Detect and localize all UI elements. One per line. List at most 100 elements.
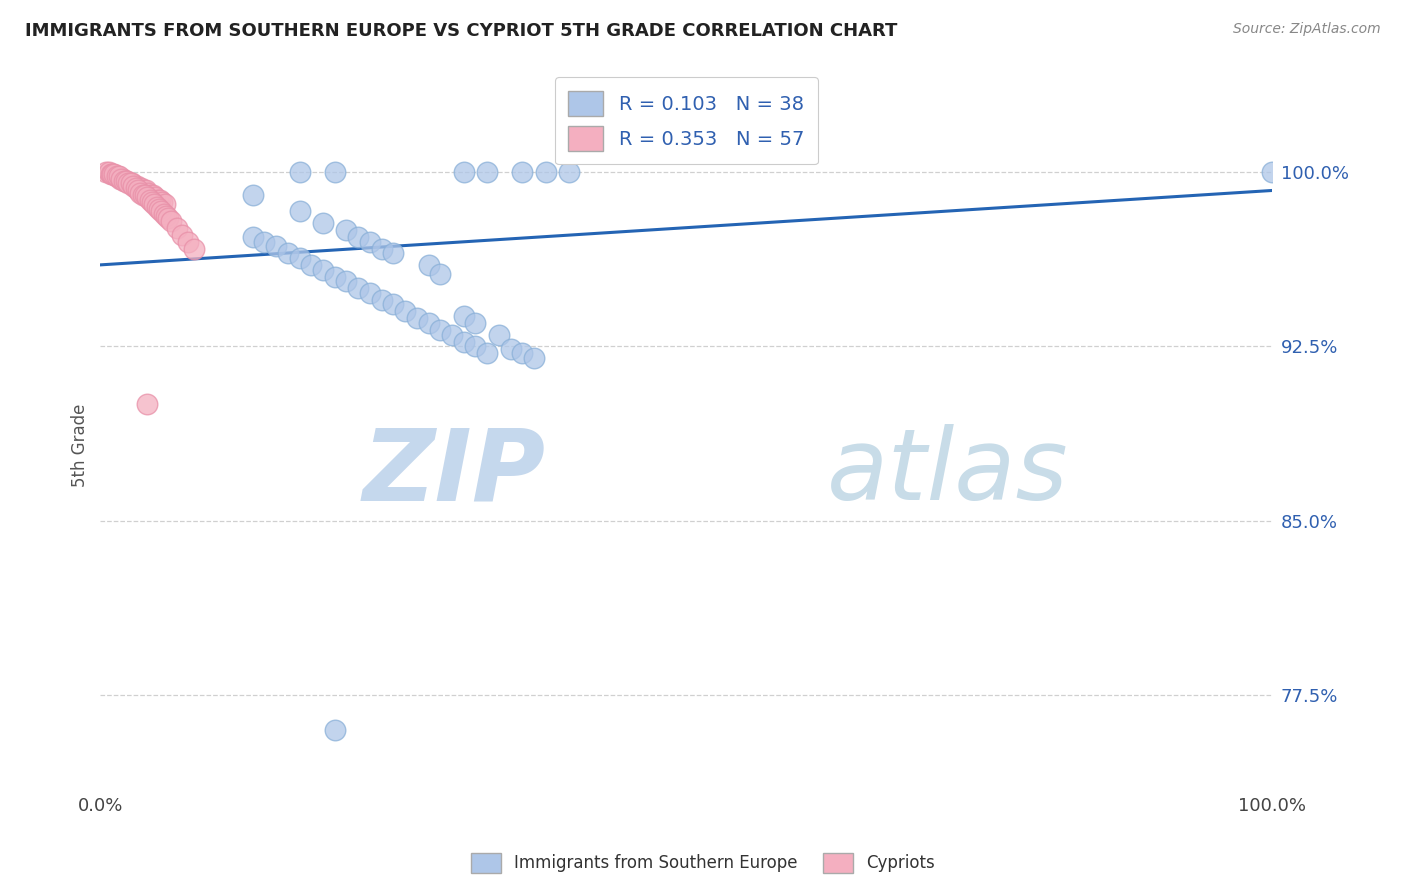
Point (135, 184, 157, 198)
Point (153, 197, 176, 211)
Point (440, 327, 463, 342)
Point (103, 167, 125, 181)
Point (104, 169, 127, 184)
Point (105, 169, 128, 184)
Point (114, 174, 136, 188)
Point (145, 190, 167, 204)
Point (110, 171, 132, 186)
Point (121, 177, 143, 191)
Point (146, 193, 169, 207)
Point (418, 258, 440, 272)
Point (347, 230, 370, 244)
Legend: Immigrants from Southern Europe, Cypriots: Immigrants from Southern Europe, Cypriot… (464, 847, 942, 880)
Text: Source: ZipAtlas.com: Source: ZipAtlas.com (1233, 22, 1381, 37)
Point (141, 195, 163, 210)
Point (370, 242, 392, 256)
Point (122, 178, 145, 193)
Point (264, 239, 287, 253)
Point (464, 339, 486, 353)
Point (499, 342, 522, 356)
Point (382, 297, 405, 311)
Point (166, 220, 188, 235)
Point (107, 169, 129, 184)
Point (523, 351, 546, 365)
Point (1261, 165, 1284, 179)
Point (335, 274, 357, 288)
Point (132, 184, 155, 198)
Point (277, 246, 299, 260)
Point (453, 309, 475, 323)
Point (118, 177, 141, 191)
Point (117, 177, 139, 191)
Point (558, 165, 581, 179)
Point (312, 262, 335, 277)
Point (394, 304, 416, 318)
Point (253, 235, 276, 249)
Point (145, 200, 167, 214)
Point (152, 195, 174, 210)
Point (288, 165, 311, 179)
Point (138, 186, 160, 200)
Point (475, 165, 498, 179)
Text: ZIP: ZIP (363, 424, 546, 521)
Point (242, 230, 264, 244)
Y-axis label: 5th Grade: 5th Grade (72, 403, 89, 487)
Point (323, 269, 346, 284)
Point (148, 202, 170, 216)
Point (312, 216, 335, 230)
Point (150, 204, 173, 219)
Point (97, 165, 120, 179)
Point (453, 334, 475, 349)
Point (323, 723, 346, 737)
Point (136, 397, 159, 411)
Point (128, 181, 150, 195)
Point (117, 174, 139, 188)
Point (157, 211, 180, 226)
Point (382, 246, 405, 260)
Point (359, 235, 381, 249)
Point (453, 165, 475, 179)
Point (510, 165, 533, 179)
Point (288, 204, 311, 219)
Point (134, 188, 156, 202)
Point (152, 207, 174, 221)
Point (288, 251, 311, 265)
Point (464, 316, 486, 330)
Point (115, 174, 138, 188)
Point (183, 242, 205, 256)
Point (323, 165, 346, 179)
Point (111, 171, 134, 186)
Point (299, 258, 322, 272)
Point (155, 209, 177, 223)
Point (488, 327, 510, 342)
Text: atlas: atlas (827, 424, 1069, 521)
Point (120, 177, 142, 191)
Point (139, 188, 162, 202)
Point (335, 223, 357, 237)
Point (112, 174, 135, 188)
Point (405, 311, 427, 326)
Point (131, 188, 153, 202)
Point (108, 169, 131, 184)
Point (103, 167, 125, 181)
Point (131, 181, 153, 195)
Point (124, 181, 146, 195)
Point (101, 167, 124, 181)
Point (429, 267, 451, 281)
Point (149, 193, 172, 207)
Point (159, 213, 181, 227)
Point (418, 316, 440, 330)
Legend: R = 0.103   N = 38, R = 0.353   N = 57: R = 0.103 N = 38, R = 0.353 N = 57 (555, 78, 818, 164)
Point (347, 281, 370, 295)
Point (534, 165, 557, 179)
Point (127, 184, 149, 198)
Point (177, 235, 200, 249)
Point (143, 197, 166, 211)
Point (129, 186, 152, 200)
Point (138, 193, 160, 207)
Point (429, 323, 451, 337)
Point (142, 188, 165, 202)
Point (510, 346, 533, 360)
Point (110, 171, 132, 186)
Point (136, 190, 159, 204)
